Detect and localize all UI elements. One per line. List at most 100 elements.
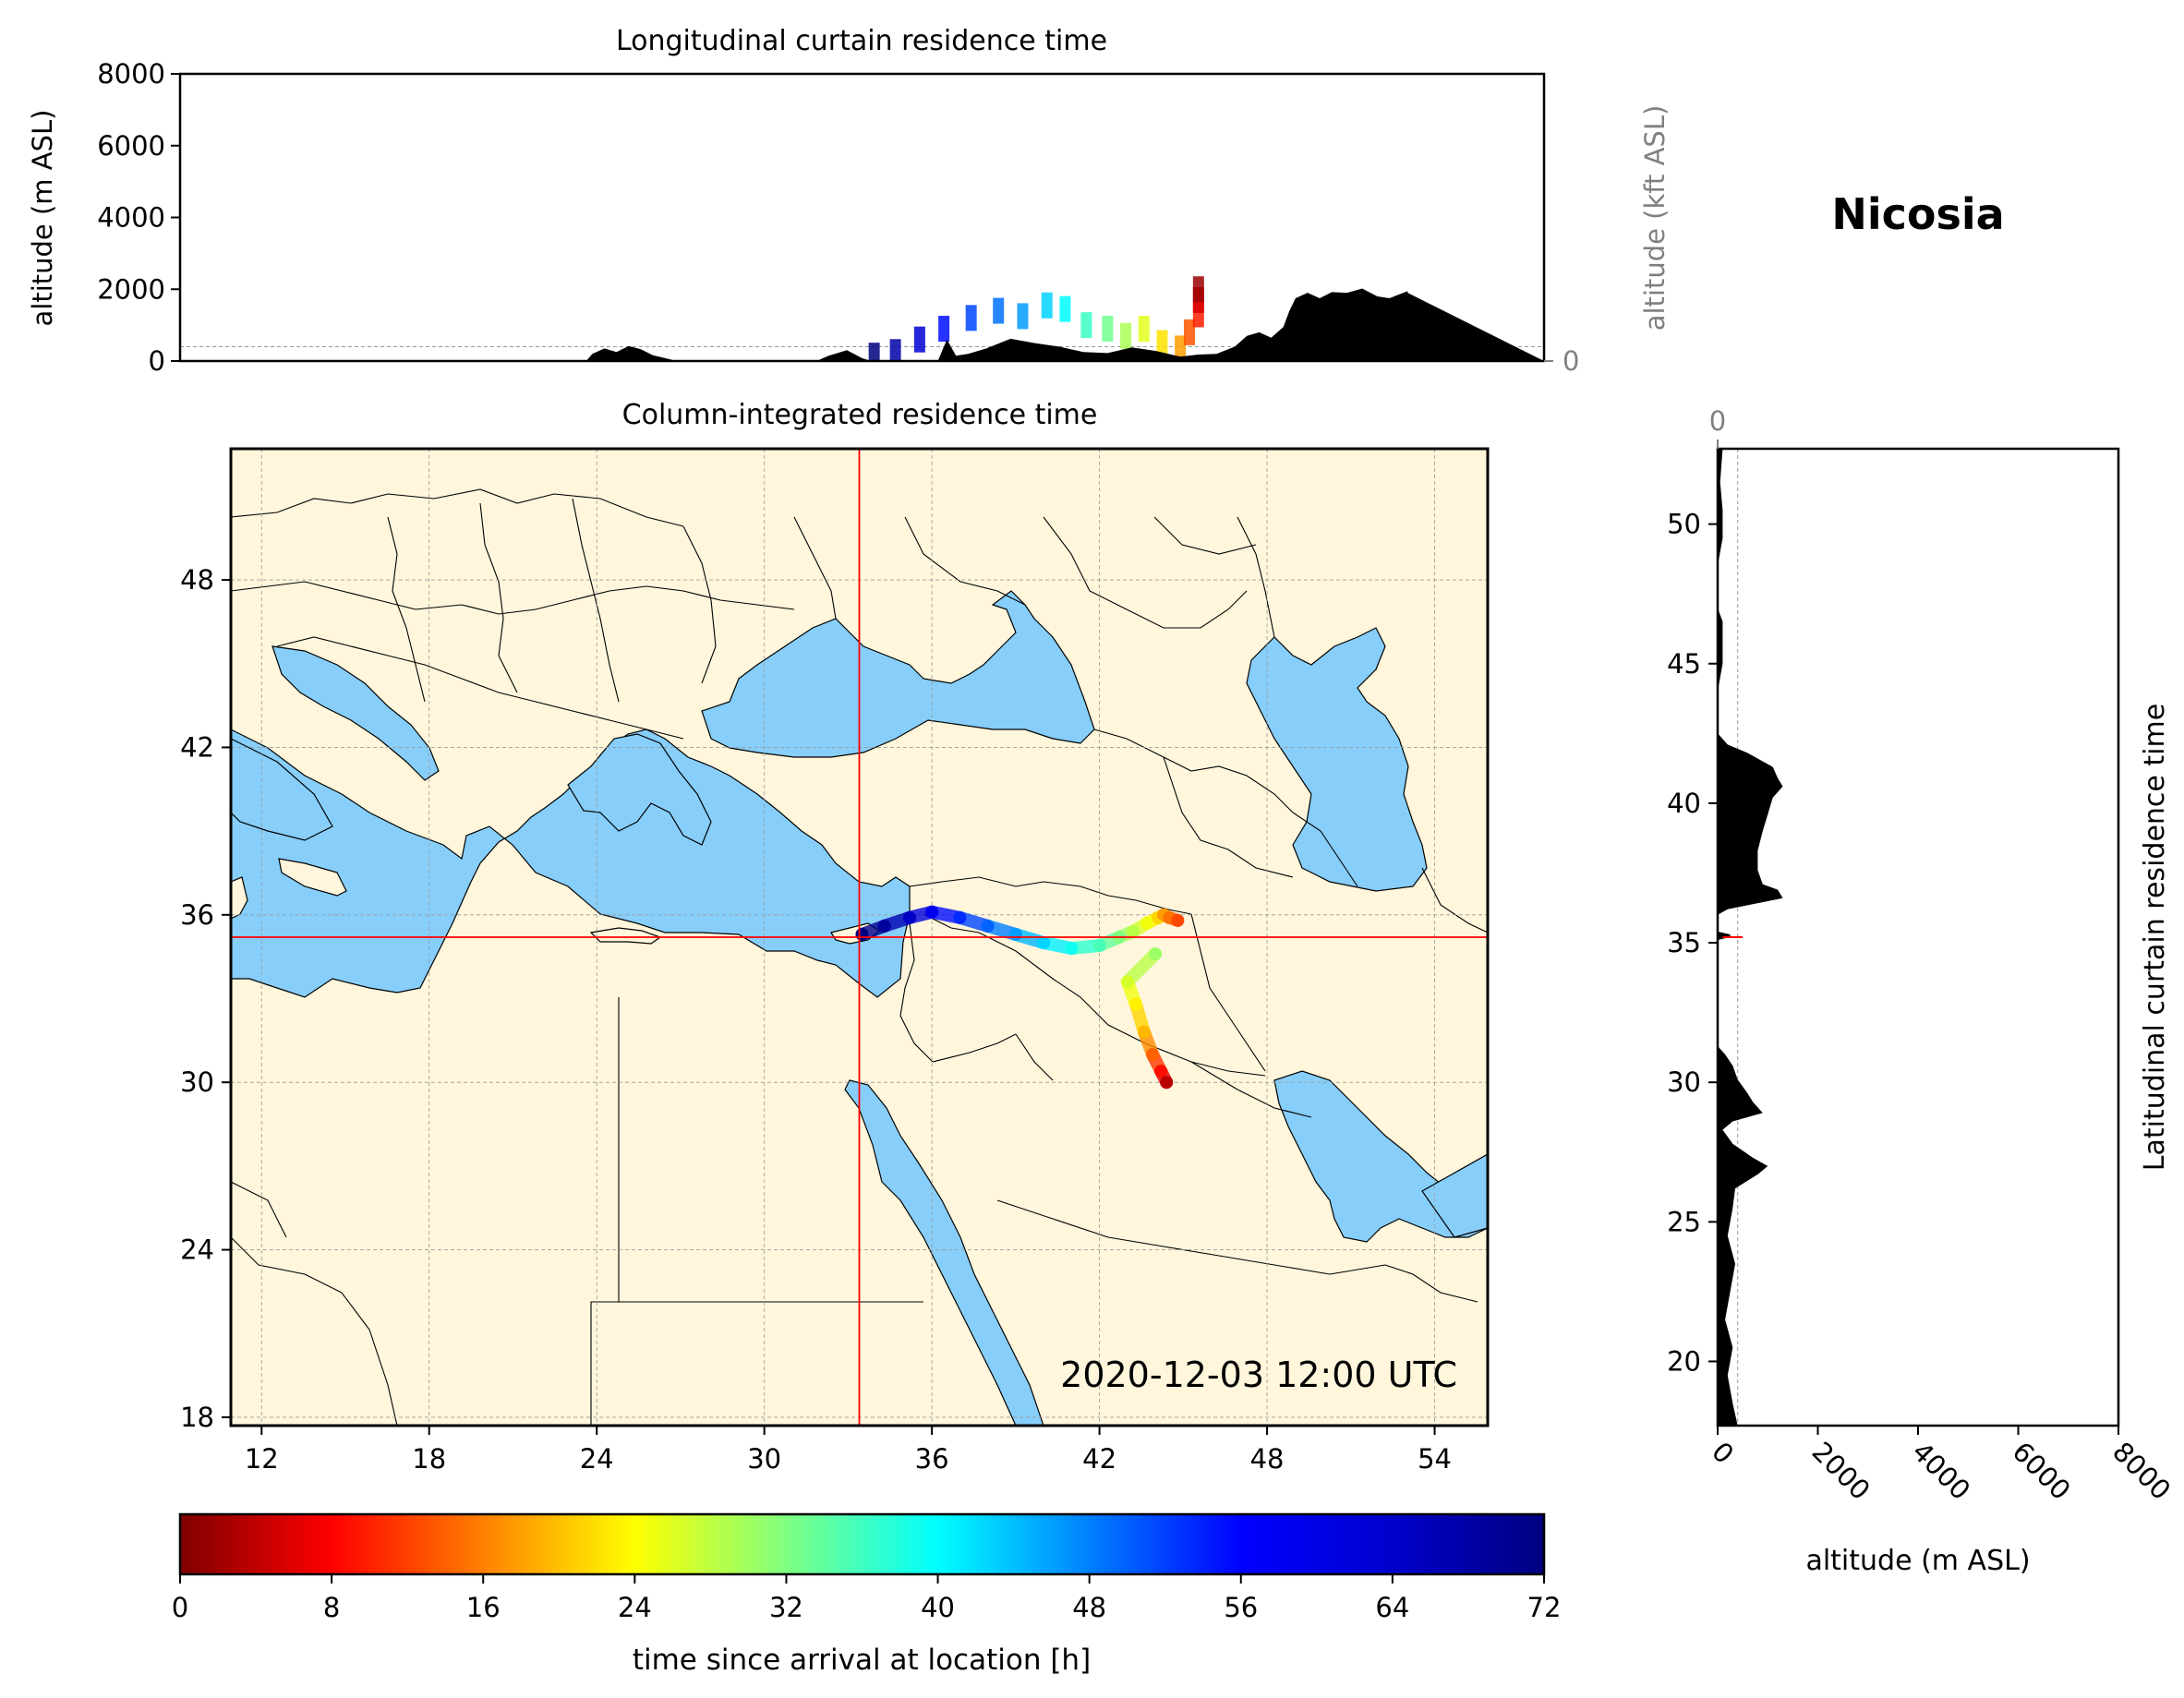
top-trajectory-point [1183, 319, 1195, 345]
map-frame [229, 447, 1490, 1427]
top-trajectory-point [913, 326, 925, 353]
colorbar-tick-label: 40 [921, 1592, 955, 1623]
top-left-axis: 0 2000 4000 6000 8000 [97, 58, 180, 377]
colorbar-tick-label: 32 [769, 1592, 803, 1623]
top-ytick-right-label: 0 [1563, 345, 1579, 377]
right-xtick-label: 4000 [1906, 1436, 1976, 1506]
right-xtick-label: 2000 [1806, 1436, 1876, 1506]
top-ylabel-right: altitude (kft ASL) [1639, 105, 1671, 331]
top-right-axis: 050100 [1544, 345, 1579, 377]
map-panel: Column-integrated residence time [180, 399, 1490, 1475]
top-ytick-label: 6000 [97, 130, 165, 162]
colorbar-tick-label: 0 [172, 1592, 188, 1623]
mediterranean-sea [231, 729, 911, 998]
map-trajectory-point [1146, 1047, 1160, 1061]
right-ytick-label: 50 [1667, 509, 1701, 540]
map-trajectory-point [1092, 939, 1106, 953]
top-trajectory-point [1080, 312, 1092, 339]
map-trajectory-point [1037, 936, 1051, 950]
map-xtick-label: 24 [580, 1443, 614, 1475]
top-trajectory-point [1156, 330, 1168, 356]
right-bottom-axis: 0 2000 4000 6000 8000 [1706, 1426, 2177, 1506]
right-ytick-label: 40 [1667, 788, 1701, 819]
colorbar-ticks: 0 8 16 24 32 40 48 56 64 72 [172, 1574, 1562, 1623]
top-terrain-area [180, 288, 1544, 361]
right-ytick-label: 35 [1667, 927, 1701, 958]
map-trajectory-point [1128, 997, 1142, 1011]
map-xtick-label: 54 [1418, 1443, 1452, 1475]
right-xtick-top-label: 0 [1709, 405, 1726, 437]
colorbar-tick-label: 64 [1375, 1592, 1409, 1623]
top-trajectory-point [993, 297, 1005, 324]
map-ytick-label: 48 [180, 564, 214, 596]
map-ytick-label: 42 [180, 731, 214, 763]
right-panel-frame [1716, 447, 2120, 1427]
map-trajectory-point [1160, 1076, 1174, 1090]
map-trajectory-point [1137, 1025, 1151, 1039]
map-x-axis: 12 18 24 30 36 42 48 54 [245, 1426, 1452, 1475]
top-trajectory-point [1059, 295, 1071, 322]
colorbar-tick-label: 72 [1527, 1592, 1562, 1623]
station-title: Nicosia [1831, 189, 2004, 239]
map-trajectory-point [925, 905, 939, 919]
top-trajectory-point [965, 305, 977, 331]
map-xtick-label: 42 [1082, 1443, 1116, 1475]
right-xlabel: altitude (m ASL) [1805, 1545, 2030, 1577]
colorbar-tick-label: 48 [1072, 1592, 1106, 1623]
colorbar-tick-label: 24 [618, 1592, 652, 1623]
colorbar-tick-label: 56 [1224, 1592, 1258, 1623]
map-xtick-label: 36 [915, 1443, 949, 1475]
map-canvas: 2020-12-03 12:00 UTC [231, 449, 1488, 1426]
map-trajectory-point [1154, 1065, 1168, 1078]
top-trajectory-point [1017, 303, 1029, 330]
top-ytick-label: 8000 [97, 58, 165, 90]
map-ytick-label: 24 [180, 1234, 214, 1266]
map-ytick-label: 18 [180, 1402, 214, 1433]
map-xtick-label: 12 [245, 1443, 279, 1475]
map-ytick-label: 30 [180, 1066, 214, 1098]
top-trajectory-point [868, 343, 880, 361]
top-trajectory-point [1175, 335, 1187, 361]
colorbar-tick-label: 16 [466, 1592, 501, 1623]
map-trajectory-segment [1120, 947, 1163, 989]
map-panel-title: Column-integrated residence time [622, 399, 1098, 431]
top-ytick-label: 2000 [97, 273, 165, 305]
colorbar-tick-label: 8 [323, 1592, 340, 1623]
right-top-axis: 050100 [1709, 405, 1726, 449]
longitudinal-curtain-panel: Longitudinal curtain residence time 0 200… [27, 25, 1671, 377]
sea-areas [231, 590, 1488, 1426]
map-y-axis: 18 24 30 36 42 48 [180, 564, 231, 1433]
map-trajectory-point [877, 919, 891, 933]
right-grid [1717, 449, 1739, 1426]
caspian-sea [1246, 627, 1428, 892]
map-trajectory-point [1065, 942, 1079, 956]
top-ylabel: altitude (m ASL) [27, 110, 58, 327]
top-ytick-label: 4000 [97, 202, 165, 234]
right-ylabel: Latitudinal curtain residence time [2139, 704, 2171, 1171]
colorbar-gradient [178, 1512, 1546, 1576]
map-trajectory-point [902, 910, 916, 924]
right-ytick-label: 45 [1667, 648, 1701, 680]
right-xtick-label: 8000 [2106, 1436, 2177, 1506]
aegean-sea [567, 733, 712, 846]
map-timestamp: 2020-12-03 12:00 UTC [1060, 1355, 1457, 1395]
map-xtick-label: 18 [412, 1443, 446, 1475]
arabian-sea-corner [1421, 1153, 1488, 1238]
map-trajectory [855, 905, 1185, 1090]
top-trajectory-point [1192, 276, 1204, 303]
top-trajectory-point [889, 339, 901, 361]
right-left-axis: 20 25 30 35 40 45 50 [1667, 509, 1718, 1377]
map-trajectory-point [1171, 913, 1185, 927]
sicily [278, 858, 347, 897]
map-trajectory-point [1149, 947, 1163, 961]
map-ytick-label: 36 [180, 899, 214, 931]
right-ytick-label: 25 [1667, 1206, 1701, 1237]
sardinia [231, 876, 248, 920]
map-xtick-label: 48 [1250, 1443, 1285, 1475]
top-panel-title: Longitudinal curtain residence time [616, 25, 1107, 57]
black-sea [701, 590, 1095, 758]
right-ytick-label: 20 [1667, 1345, 1701, 1377]
map-trajectory-point [1140, 916, 1154, 930]
top-trajectory-point [938, 316, 950, 343]
